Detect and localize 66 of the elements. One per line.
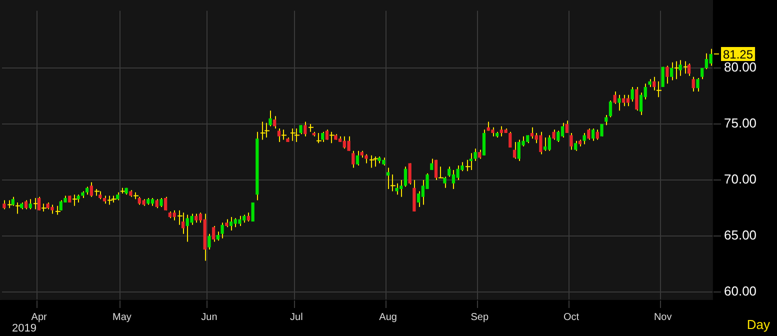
candlestick — [273, 116, 276, 129]
candlestick — [560, 122, 564, 138]
candlestick — [539, 131, 542, 155]
candlestick — [356, 150, 360, 166]
candlestick — [630, 86, 634, 102]
x-tick-label: Sep — [470, 312, 489, 323]
candlestick — [220, 222, 224, 239]
text: Day — [746, 317, 770, 332]
candlestick — [548, 134, 551, 152]
candlestick — [692, 76, 695, 92]
candlestick — [687, 62, 691, 76]
candlestick — [613, 91, 616, 104]
candlestick — [556, 130, 560, 142]
candlestick — [352, 150, 355, 168]
candlestick — [404, 166, 408, 188]
y-tick-label: 75.00 — [724, 116, 757, 131]
candlestick — [543, 136, 547, 152]
y-tick-label: 65.00 — [724, 228, 757, 243]
candlestick — [412, 180, 416, 212]
text: 2019 — [12, 322, 36, 335]
candlestick — [304, 121, 307, 137]
candlestick — [696, 78, 700, 92]
candlestick — [582, 132, 586, 145]
candlestick — [587, 128, 590, 140]
candlestick — [600, 124, 604, 137]
candlestick — [482, 129, 486, 156]
candlestick — [626, 94, 630, 107]
candlestick — [618, 94, 621, 112]
candlestick — [530, 126, 534, 140]
x-tick-label: Oct — [563, 312, 580, 323]
y-tick-label: 80.00 — [724, 60, 757, 75]
candlestick — [452, 169, 456, 190]
candlestick — [608, 100, 612, 118]
candlestick — [512, 141, 516, 160]
candlestick — [212, 226, 216, 242]
candlestick — [430, 158, 434, 170]
candlestick — [704, 52, 708, 70]
candlestick — [164, 196, 168, 211]
candlestick — [208, 233, 211, 250]
candlestick — [570, 132, 573, 150]
x-tick-label: Jun — [201, 312, 218, 323]
candlestick — [500, 126, 504, 137]
candlestick — [190, 213, 194, 226]
candlestick — [508, 131, 512, 148]
x-tick-label: Apr — [31, 312, 48, 323]
candlestick — [552, 129, 556, 140]
x-tick-label: Aug — [379, 312, 397, 323]
candlestick — [622, 94, 626, 107]
candlestick — [408, 162, 412, 186]
x-tick-label: Jul — [290, 312, 303, 323]
candlestick — [229, 216, 233, 232]
y-tick-label: 70.00 — [724, 172, 757, 187]
candlestick — [591, 128, 595, 142]
candlestick — [238, 215, 242, 227]
candlestick — [181, 212, 185, 234]
candlestick — [596, 129, 599, 140]
x-tick-label: Nov — [654, 312, 672, 323]
text: 81.25 — [723, 47, 754, 62]
candlestick — [635, 86, 638, 112]
candlestick — [347, 136, 350, 152]
candlestick — [574, 140, 578, 152]
y-tick-label: 60.00 — [724, 284, 757, 299]
x-tick-label: May — [112, 312, 132, 323]
candlestick — [666, 65, 669, 84]
candlestick — [604, 114, 608, 126]
candlestick — [565, 120, 568, 134]
